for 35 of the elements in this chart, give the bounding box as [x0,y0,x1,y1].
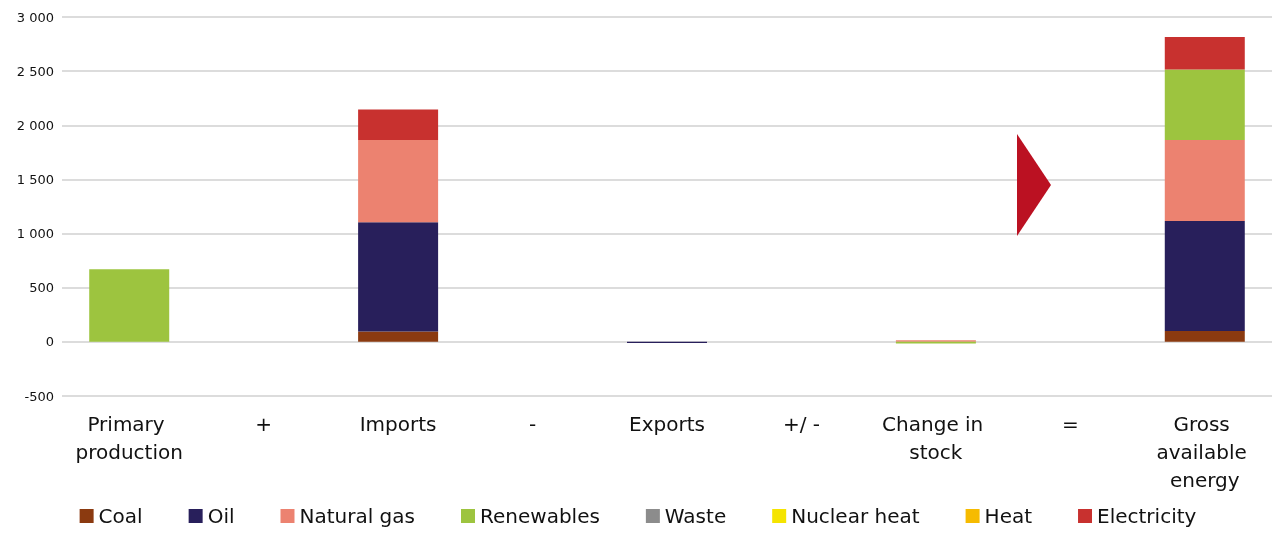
bar [358,222,439,332]
y-tick-label: 2 500 [16,63,54,79]
bar [1164,69,1245,140]
legend-label: Electricity [1097,504,1197,528]
x-tick-label: Gross available energy [1156,412,1254,492]
y-tick-label: 500 [29,280,54,296]
bar [89,269,170,342]
legend-label: Renewables [479,504,600,528]
bar [1164,139,1245,222]
x-tick-label: Imports [359,412,437,436]
y-tick-label: 0 [45,334,54,350]
x-tick-label: + [255,412,273,436]
x-tick-label: Primary production [75,412,183,464]
legend-label: Coal [98,504,143,528]
bar [1164,331,1245,342]
y-tick-label: -500 [24,388,54,404]
legend-label: Natural gas [299,504,415,528]
bar [1164,221,1245,332]
x-tick-label: = [1061,412,1079,436]
y-tick-label: 1 000 [16,226,54,242]
legend-label: Waste [664,504,727,528]
x-tick-label: - [528,412,537,436]
x-tick-label: +/ - [782,412,820,436]
legend-label: Nuclear heat [791,504,920,528]
bar [1164,37,1245,70]
bar [358,109,439,140]
bar [358,331,439,342]
x-tick-label: Exports [629,412,705,436]
x-tick-label: Change in stock [882,412,990,464]
legend-label: Oil [207,504,235,528]
y-tick-label: 2 000 [16,117,54,133]
y-tick-label: 3 000 [16,9,54,25]
legend-label: Heat [984,504,1033,528]
y-tick-label: 1 500 [16,171,54,187]
bar [358,139,439,223]
